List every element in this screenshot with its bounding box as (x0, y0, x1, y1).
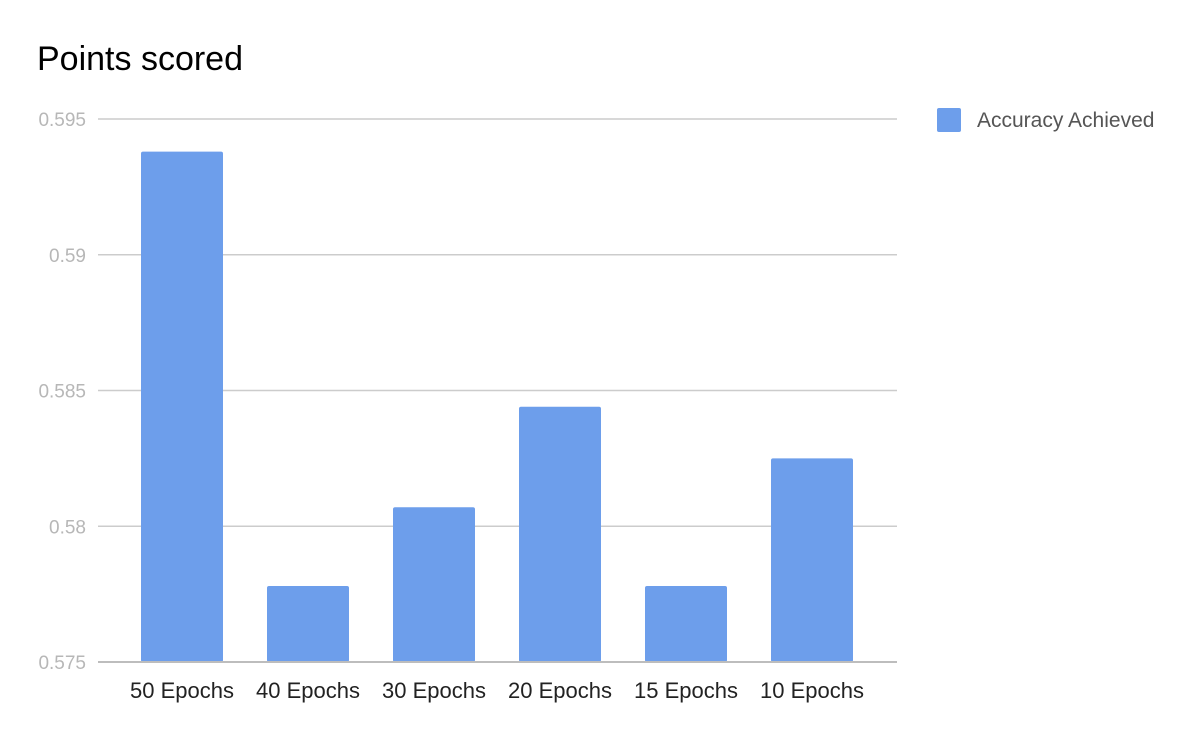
legend-swatch-accuracy-achieved (937, 108, 961, 132)
bar-15-epochs (645, 585, 727, 662)
bar-50-epochs (141, 151, 223, 662)
y-tick-label: 0.585 (38, 382, 86, 403)
bar-10-epochs (771, 458, 853, 662)
x-tick-label: 50 Epochs (130, 678, 234, 703)
y-axis-ticks: 0.575 0.58 0.585 0.59 0.595 (38, 110, 86, 674)
x-tick-label: 30 Epochs (382, 678, 486, 703)
bars (98, 151, 897, 663)
y-tick-label: 0.58 (49, 517, 86, 538)
bar-30-epochs (393, 507, 475, 662)
legend: Accuracy Achieved (937, 108, 1154, 132)
y-tick-label: 0.575 (38, 653, 86, 674)
y-tick-label: 0.595 (38, 110, 86, 131)
bar-20-epochs (519, 406, 601, 662)
x-axis-ticks: 50 Epochs 40 Epochs 30 Epochs 20 Epochs 15 E… (130, 678, 864, 703)
y-tick-label: 0.59 (49, 246, 86, 267)
x-tick-label: 40 Epochs (256, 678, 360, 703)
x-tick-label: 10 Epochs (760, 678, 864, 703)
x-tick-label: 20 Epochs (508, 678, 612, 703)
bar-40-epochs (267, 585, 349, 662)
x-tick-label: 15 Epochs (634, 678, 738, 703)
chart-title: Points scored (37, 40, 243, 78)
legend-label-accuracy-achieved: Accuracy Achieved (977, 109, 1154, 132)
